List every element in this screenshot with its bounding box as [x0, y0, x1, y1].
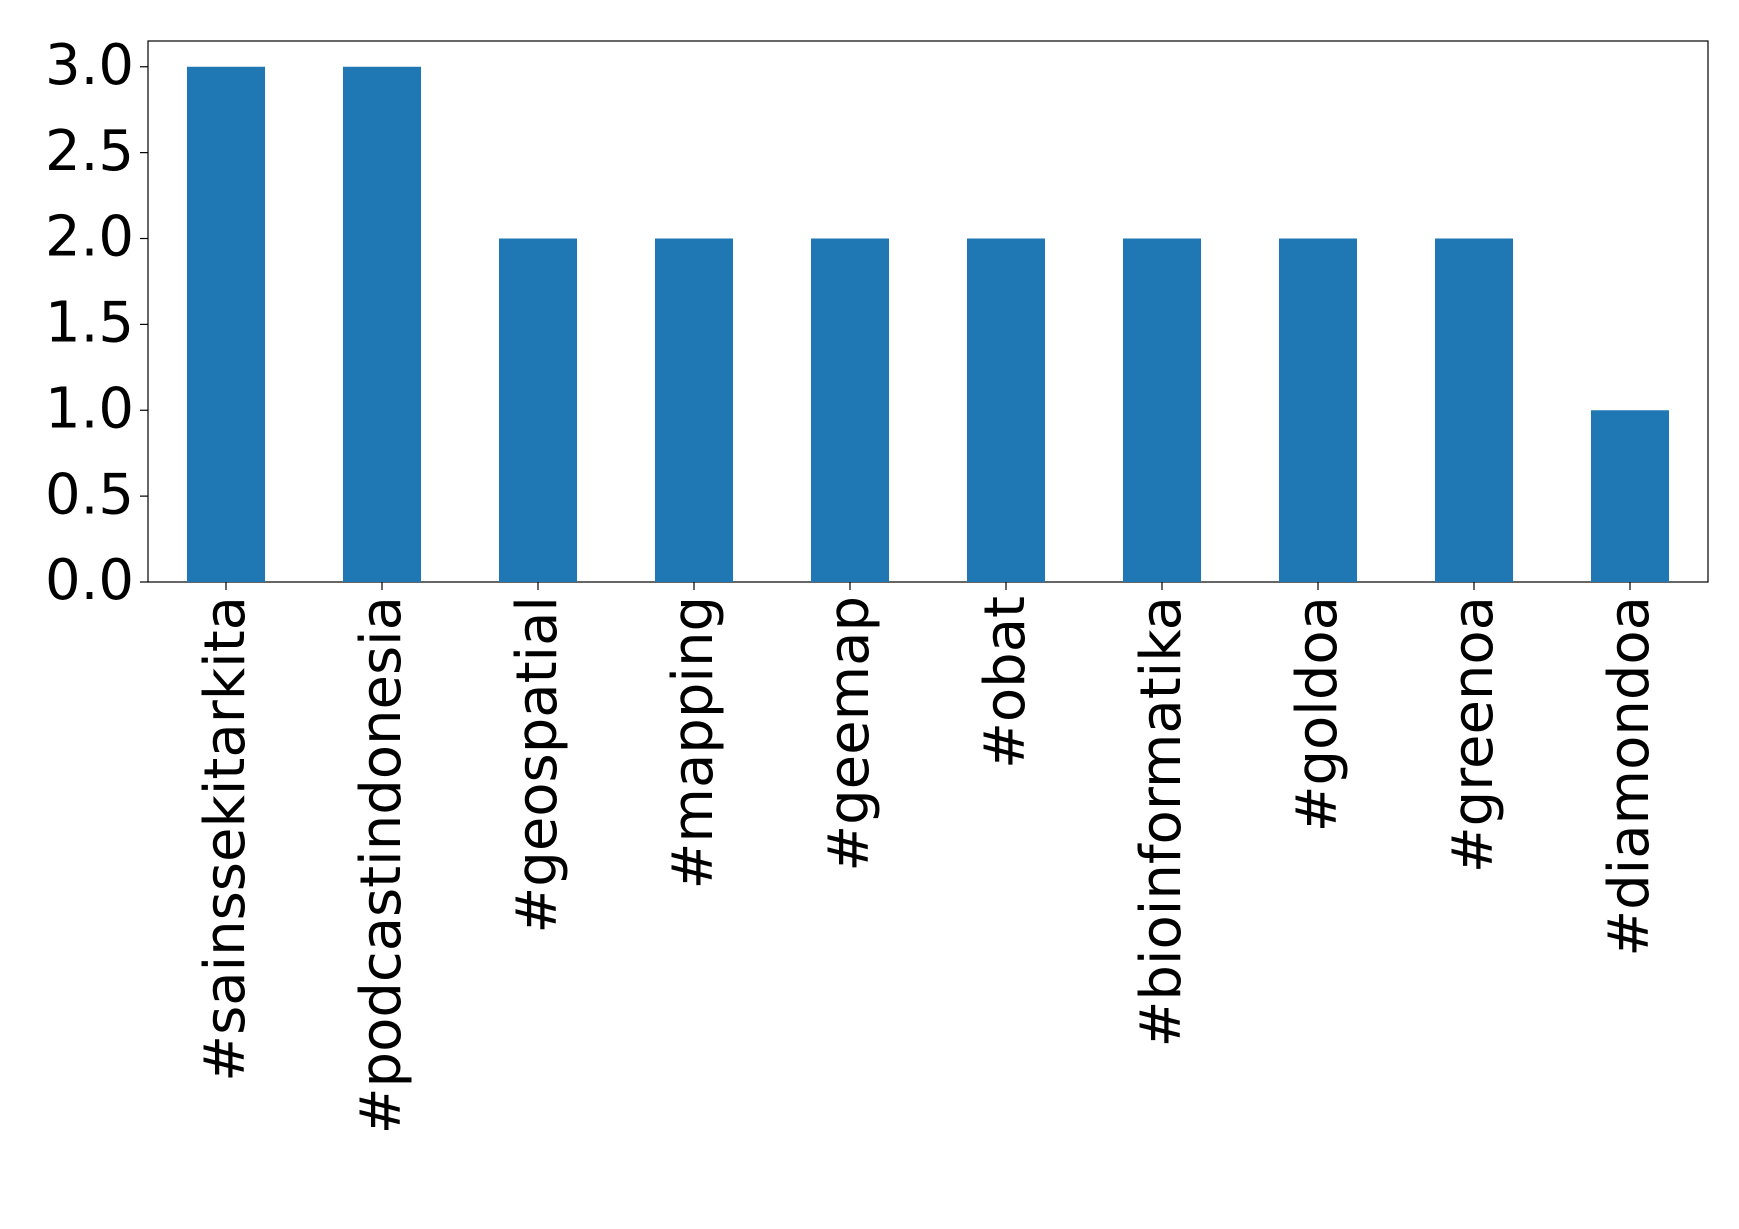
x-tick-label: #obat: [973, 596, 1038, 769]
bar: [967, 238, 1045, 582]
x-tick-label: #podcastindonesia: [349, 596, 414, 1134]
x-tick-label: #geospatial: [505, 596, 570, 934]
x-tick-label: #greenoa: [1441, 596, 1506, 873]
y-tick-label: 0.0: [45, 548, 134, 613]
bar: [1435, 238, 1513, 582]
axes-frame: [147, 40, 1709, 583]
bar: [655, 238, 733, 582]
x-tick-label: #geemap: [817, 596, 882, 872]
y-tick-label: 2.0: [45, 205, 134, 270]
y-tick-label: 3.0: [45, 33, 134, 98]
bar: [187, 66, 265, 582]
x-tick-label: #sainssekitarkita: [193, 596, 258, 1082]
x-tick-label: #bioinformatika: [1129, 596, 1194, 1048]
x-tick-label: #goldoa: [1285, 596, 1350, 832]
bar: [1591, 410, 1669, 582]
bar: [1123, 238, 1201, 582]
x-tick-label: #diamondoa: [1597, 596, 1662, 957]
x-tick-label: #mapping: [661, 596, 726, 889]
y-tick-label: 2.5: [45, 119, 134, 184]
y-tick-label: 0.5: [45, 462, 134, 527]
bar: [343, 66, 421, 582]
y-tick-label: 1.0: [45, 376, 134, 441]
y-tick-label: 1.5: [45, 291, 134, 356]
bar: [499, 238, 577, 582]
bar: [811, 238, 889, 582]
bar: [1279, 238, 1357, 582]
